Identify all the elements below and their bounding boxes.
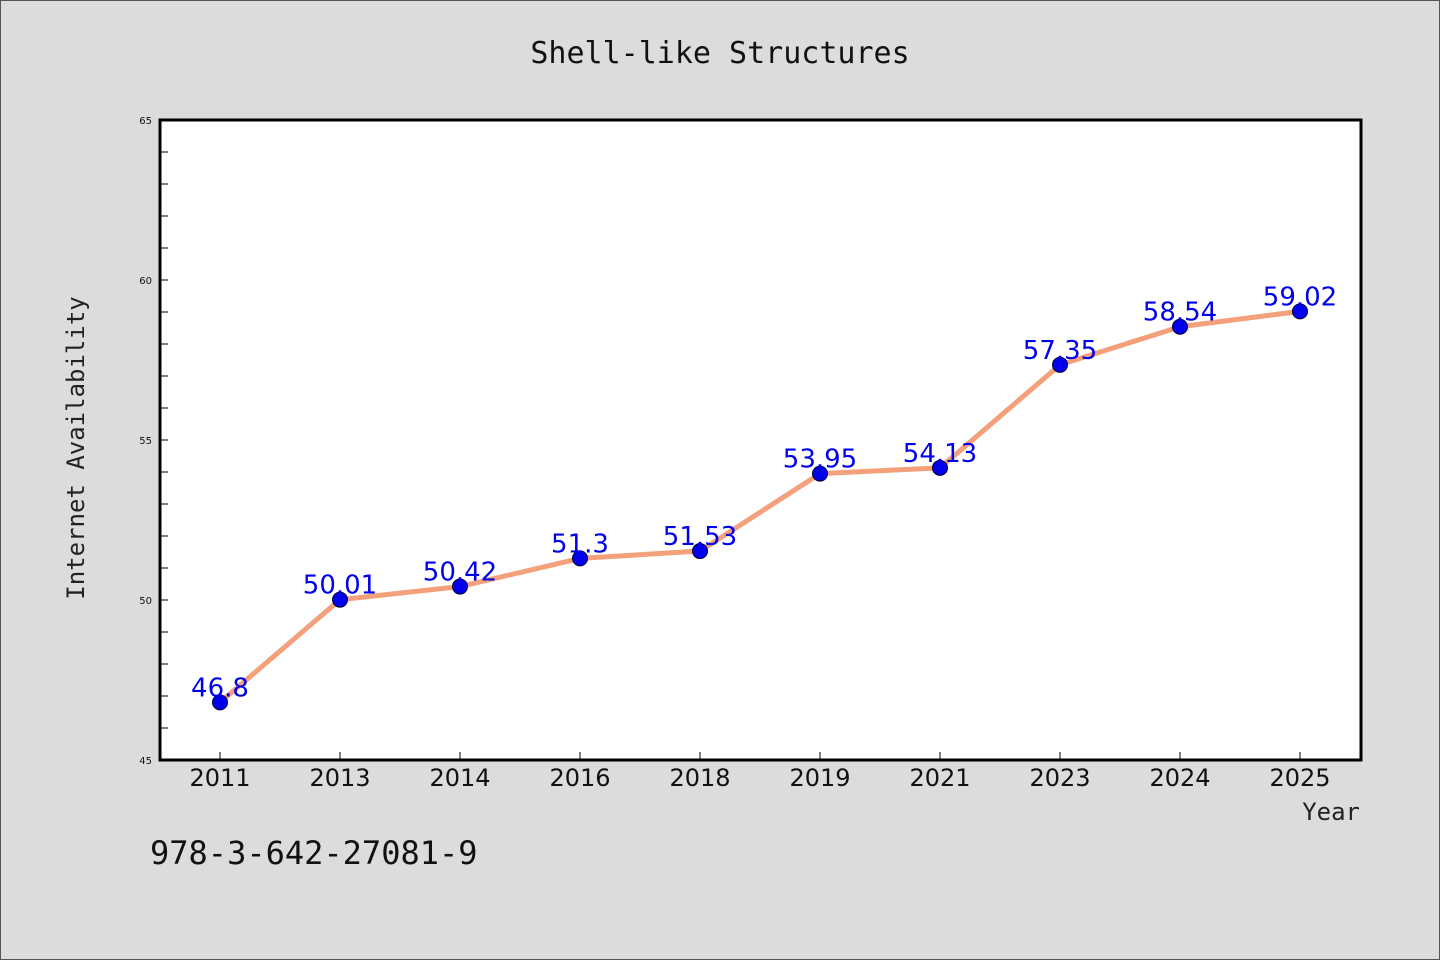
x-tick-label: 2014 <box>429 764 490 792</box>
y-tick-label: 50 <box>139 596 152 607</box>
x-tick-label: 2013 <box>309 764 370 792</box>
data-markers <box>212 303 1308 711</box>
data-label: 51.3 <box>551 529 609 559</box>
data-label: 50.42 <box>423 558 497 588</box>
data-point <box>572 550 588 567</box>
x-tick-label: 2024 <box>1149 764 1210 792</box>
data-point <box>692 543 708 560</box>
data-label: 51.53 <box>663 522 737 552</box>
data-labels: 46.8 50.01 50.42 51.3 51.53 53.95 54.13 57.35 58… <box>191 282 1337 703</box>
x-tick-label: 2025 <box>1269 764 1330 792</box>
series-line <box>218 308 1301 705</box>
data-point <box>1172 318 1188 335</box>
data-point <box>212 694 228 711</box>
x-tick-label: 2018 <box>669 764 730 792</box>
data-label: 58.54 <box>1143 298 1217 328</box>
y-tick-label: 55 <box>139 436 152 447</box>
y-tick-label: 45 <box>139 756 152 767</box>
data-label: 59.02 <box>1263 282 1337 312</box>
footer-code: 978-3-642-27081-9 <box>150 834 478 872</box>
data-label: 57.35 <box>1023 336 1097 366</box>
x-tick-label: 2019 <box>789 764 850 792</box>
chart-title: Shell-like Structures <box>530 36 909 71</box>
data-point <box>452 578 468 595</box>
data-point <box>812 465 828 482</box>
y-tick-label: 65 <box>139 116 152 127</box>
data-label: 54.13 <box>903 439 977 469</box>
x-tick-label: 2016 <box>549 764 610 792</box>
x-axis: 2011 2013 2014 2016 2018 2019 2021 2023 2024 2025 <box>189 752 1331 792</box>
y-axis-label: Internet Availability <box>62 296 90 599</box>
x-tick-label: 2011 <box>189 764 250 792</box>
data-label: 46.8 <box>191 673 249 703</box>
data-label: 50.01 <box>303 571 377 601</box>
y-tick-label: 60 <box>139 276 152 287</box>
data-point <box>1292 303 1308 320</box>
y-axis: 45 50 55 60 65 <box>139 116 168 767</box>
plot-area <box>158 118 1363 762</box>
data-point <box>1052 356 1068 373</box>
x-tick-label: 2023 <box>1029 764 1090 792</box>
data-label: 53.95 <box>783 445 857 475</box>
x-axis-label: Year <box>1302 798 1360 826</box>
x-tick-label: 2021 <box>909 764 970 792</box>
data-point <box>332 591 348 608</box>
data-point <box>932 459 948 476</box>
